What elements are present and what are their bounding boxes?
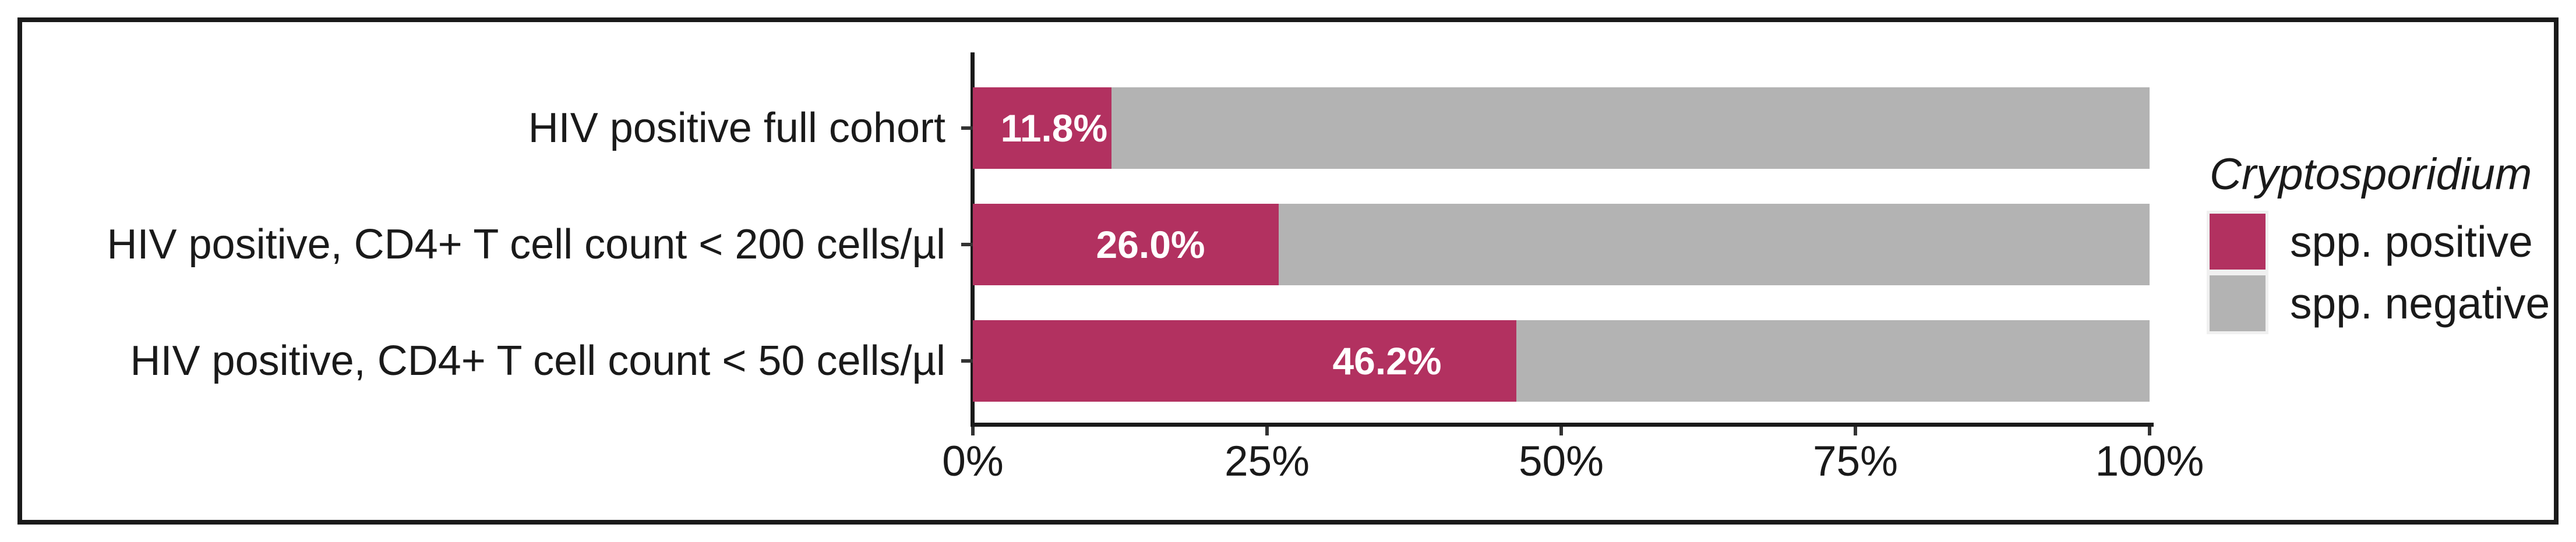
- category-label-cd4-50: HIV positive, CD4+ T cell count < 50 cel…: [130, 338, 945, 384]
- legend-swatch-negative: [2210, 275, 2266, 331]
- x-tick-label-50: 50%: [1518, 438, 1604, 485]
- stacked-bar-full-cohort: 11.8%: [973, 87, 2150, 169]
- bar-value-label: 46.2%: [1332, 339, 1442, 382]
- y-axis-tick: [961, 243, 973, 246]
- x-axis-tick: [1559, 427, 1563, 435]
- legend-label-positive: spp. positive: [2290, 217, 2533, 266]
- plot-panel: 11.8% 26.0% 46.2%: [973, 55, 2150, 423]
- bar-segment-positive: [973, 87, 1112, 169]
- x-tick-label-25: 25%: [1224, 438, 1310, 485]
- stacked-bar-cd4-200: 26.0%: [973, 204, 2150, 285]
- x-axis-line: [971, 423, 2154, 427]
- bar-value-label: 11.8%: [1000, 107, 1108, 150]
- x-axis-tick: [971, 427, 975, 435]
- bar-value-label: 26.0%: [1096, 223, 1205, 266]
- x-tick-label-75: 75%: [1812, 438, 1899, 485]
- y-axis-tick: [961, 359, 973, 363]
- legend-label-negative: spp. negative: [2290, 279, 2550, 328]
- bar-segment-positive: [973, 204, 1279, 285]
- legend-key-negative: [2207, 272, 2268, 334]
- x-tick-label-0: 0%: [942, 438, 1004, 485]
- legend-key-positive: [2207, 211, 2268, 272]
- x-axis-tick: [1854, 427, 1857, 435]
- y-axis-line: [971, 52, 975, 427]
- category-label-cd4-200: HIV positive, CD4+ T cell count < 200 ce…: [107, 221, 945, 268]
- category-label-full-cohort: HIV positive full cohort: [528, 105, 945, 151]
- figure-border-frame: HIV positive full cohort HIV positive, C…: [17, 17, 2559, 525]
- y-axis-tick: [961, 126, 973, 130]
- x-axis-tick: [2148, 427, 2151, 435]
- x-tick-label-100: 100%: [2095, 438, 2204, 485]
- bar-segment-positive: [973, 320, 1517, 402]
- stacked-bar-cd4-50: 46.2%: [973, 320, 2150, 402]
- legend-title: Cryptosporidium: [2210, 150, 2532, 199]
- legend-swatch-positive: [2210, 214, 2266, 270]
- x-axis-tick: [1265, 427, 1269, 435]
